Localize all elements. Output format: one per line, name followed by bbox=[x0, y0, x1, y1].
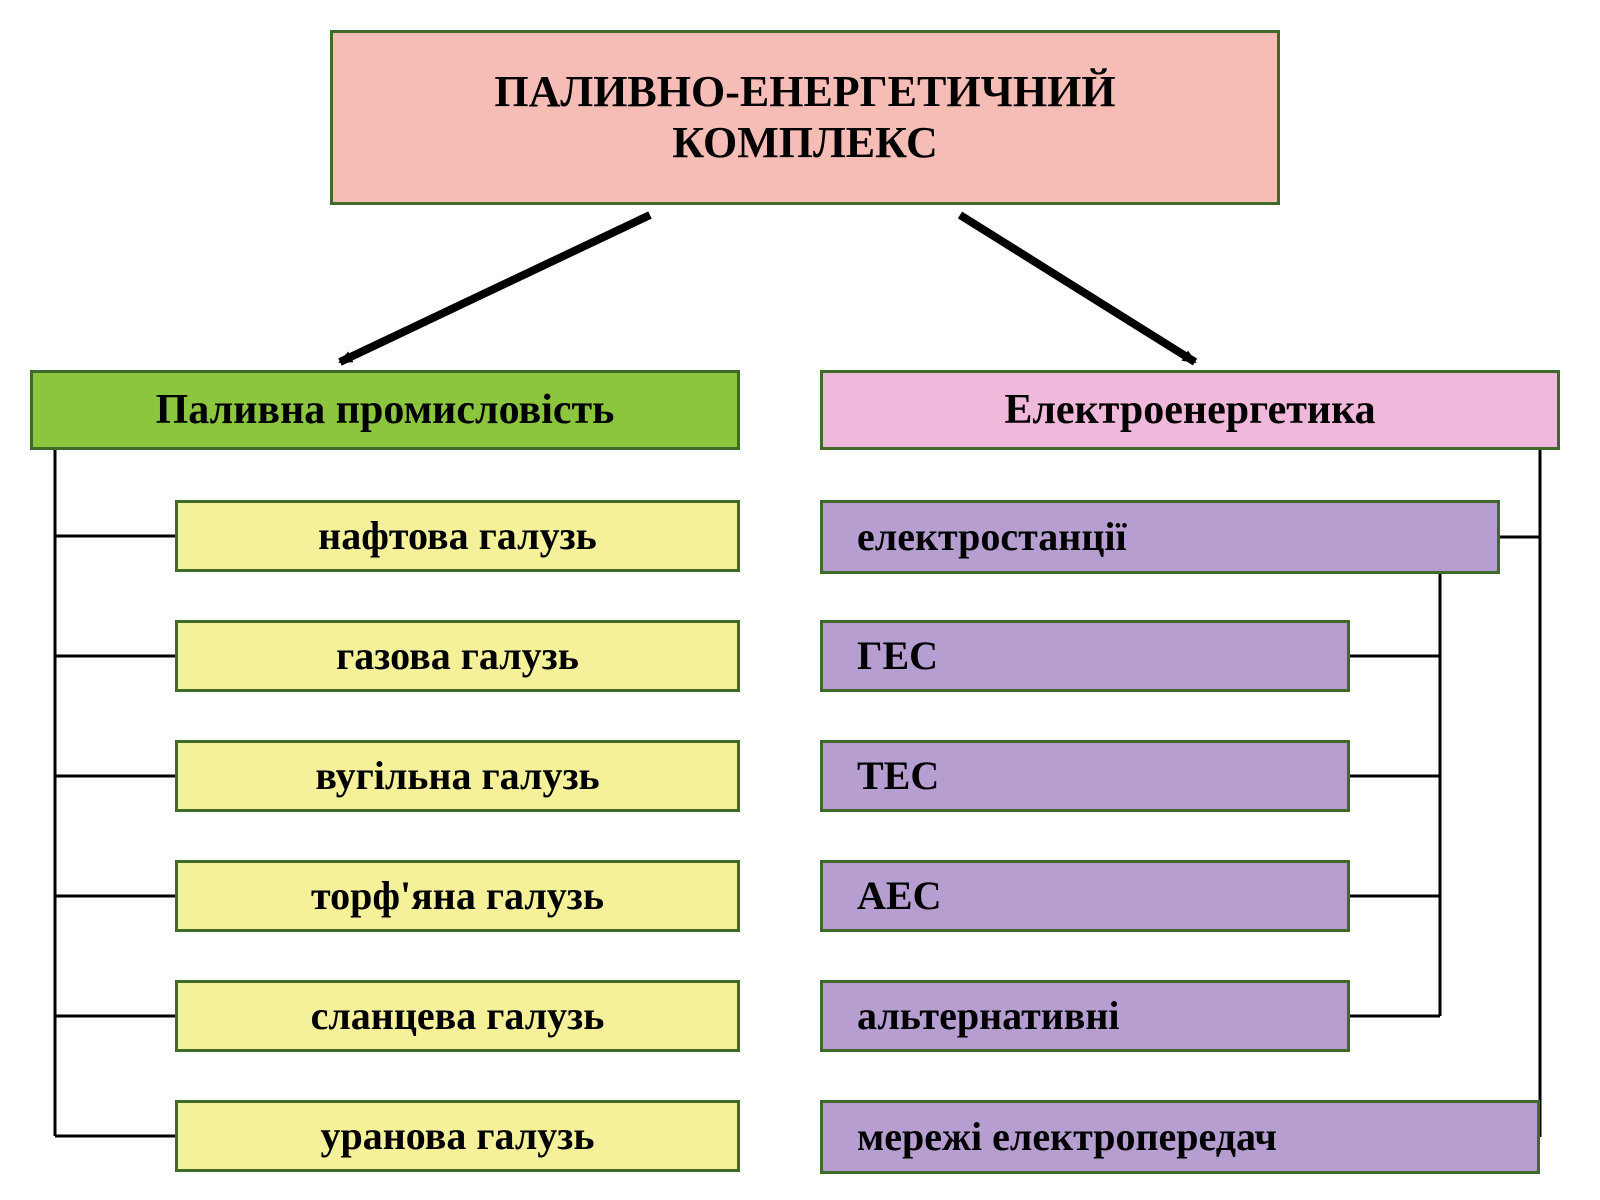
diagram-stage: ПАЛИВНО-ЕНЕРГЕТИЧНИЙКОМПЛЕКС Паливна пром… bbox=[0, 0, 1600, 1200]
branch-right-header: Електроенергетика bbox=[820, 370, 1560, 450]
left-item: уранова галузь bbox=[175, 1100, 740, 1172]
right-item: ГЕС bbox=[820, 620, 1350, 692]
right-item: альтернативні bbox=[820, 980, 1350, 1052]
left-item: сланцева галузь bbox=[175, 980, 740, 1052]
right-item: АЕС bbox=[820, 860, 1350, 932]
left-item: вугільна галузь bbox=[175, 740, 740, 812]
right-item: ТЕС bbox=[820, 740, 1350, 812]
left-item: нафтова галузь bbox=[175, 500, 740, 572]
branch-left-header: Паливна промисловість bbox=[30, 370, 740, 450]
left-item: газова галузь bbox=[175, 620, 740, 692]
title-line-1: ПАЛИВНО-ЕНЕРГЕТИЧНИЙ bbox=[494, 67, 1115, 118]
right-item: електростанції bbox=[820, 500, 1500, 574]
left-item: торф'яна галузь bbox=[175, 860, 740, 932]
right-item: мережі електропередач bbox=[820, 1100, 1540, 1174]
title-box: ПАЛИВНО-ЕНЕРГЕТИЧНИЙКОМПЛЕКС bbox=[330, 30, 1280, 205]
title-line-2: КОМПЛЕКС bbox=[494, 118, 1115, 169]
